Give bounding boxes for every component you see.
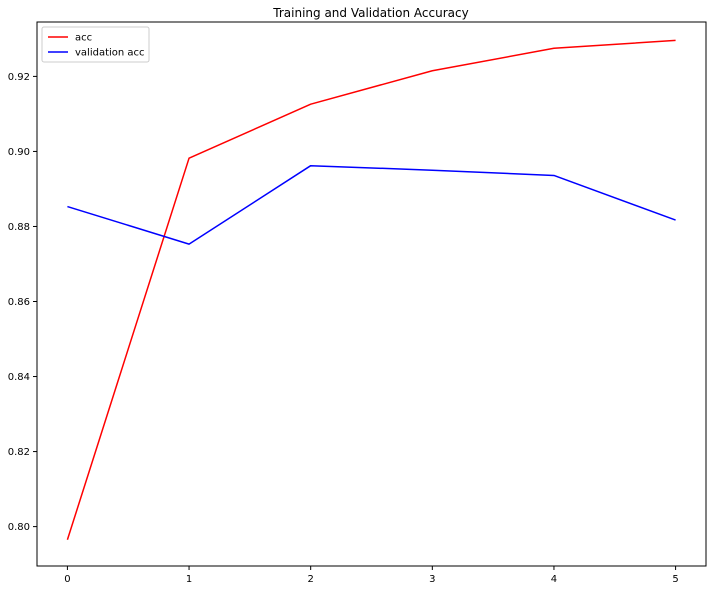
legend-label: acc [75,33,92,44]
plot-area [36,21,707,567]
chart-title: Training and Validation Accuracy [272,6,468,20]
y-tick-label: 0.92 [8,72,30,83]
y-tick-label: 0.82 [8,447,30,458]
x-tick-label: 1 [186,574,192,585]
y-tick-label: 0.88 [8,222,30,233]
x-tick-label: 3 [429,574,435,585]
series-lines [66,39,676,540]
x-tick-label: 2 [307,574,313,585]
y-tick-label: 0.86 [8,297,30,308]
x-axis: 0 1 2 3 4 5 [64,566,679,585]
x-tick-label: 5 [672,574,678,585]
y-tick-label: 0.84 [8,372,30,383]
y-tick-label: 0.90 [8,147,30,158]
y-tick-label: 0.80 [8,522,30,533]
legend-box [41,26,150,63]
x-tick-label: 4 [551,574,557,585]
x-tick-label: 0 [64,574,70,585]
legend-label: validation acc [75,48,145,59]
y-axis: 0.80 0.82 0.84 0.86 0.88 0.90 0.92 [8,72,37,533]
series-line-validation-acc [67,164,676,245]
series-line-acc [66,39,676,540]
legend: acc validation acc [41,26,150,63]
